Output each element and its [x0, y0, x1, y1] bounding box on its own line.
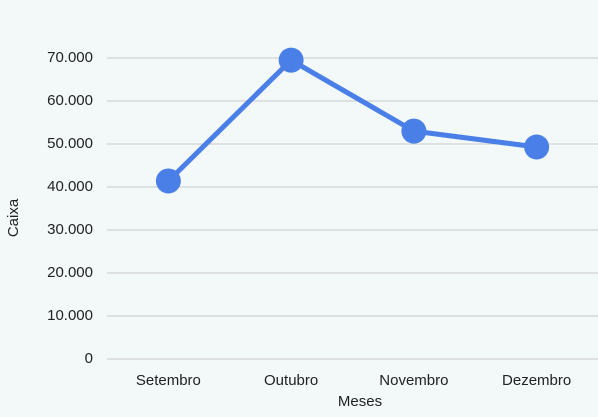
y-tick-label: 20.000 [47, 264, 93, 281]
line [166, 57, 537, 183]
x-tick-label: Setembro [136, 372, 201, 389]
y-tick-label: 60.000 [47, 92, 93, 109]
y-tick-label: 40.000 [47, 178, 93, 195]
x-tick-label: Novembro [379, 372, 448, 389]
marker [524, 134, 550, 160]
marker [155, 168, 181, 194]
y-axis-label: Caixa [5, 198, 22, 237]
marker [401, 118, 427, 144]
y-tick-label: 50.000 [47, 135, 93, 152]
y-tick-label: 30.000 [47, 221, 93, 238]
y-tick-label: 10.000 [47, 307, 93, 324]
x-tick-label: Dezembro [502, 372, 571, 389]
y-tick-label: 70.000 [47, 49, 93, 66]
y-tick-label: 0 [85, 350, 93, 367]
x-tick-label: Outubro [264, 372, 318, 389]
marker [278, 47, 304, 73]
x-axis-label: Meses [338, 393, 382, 410]
